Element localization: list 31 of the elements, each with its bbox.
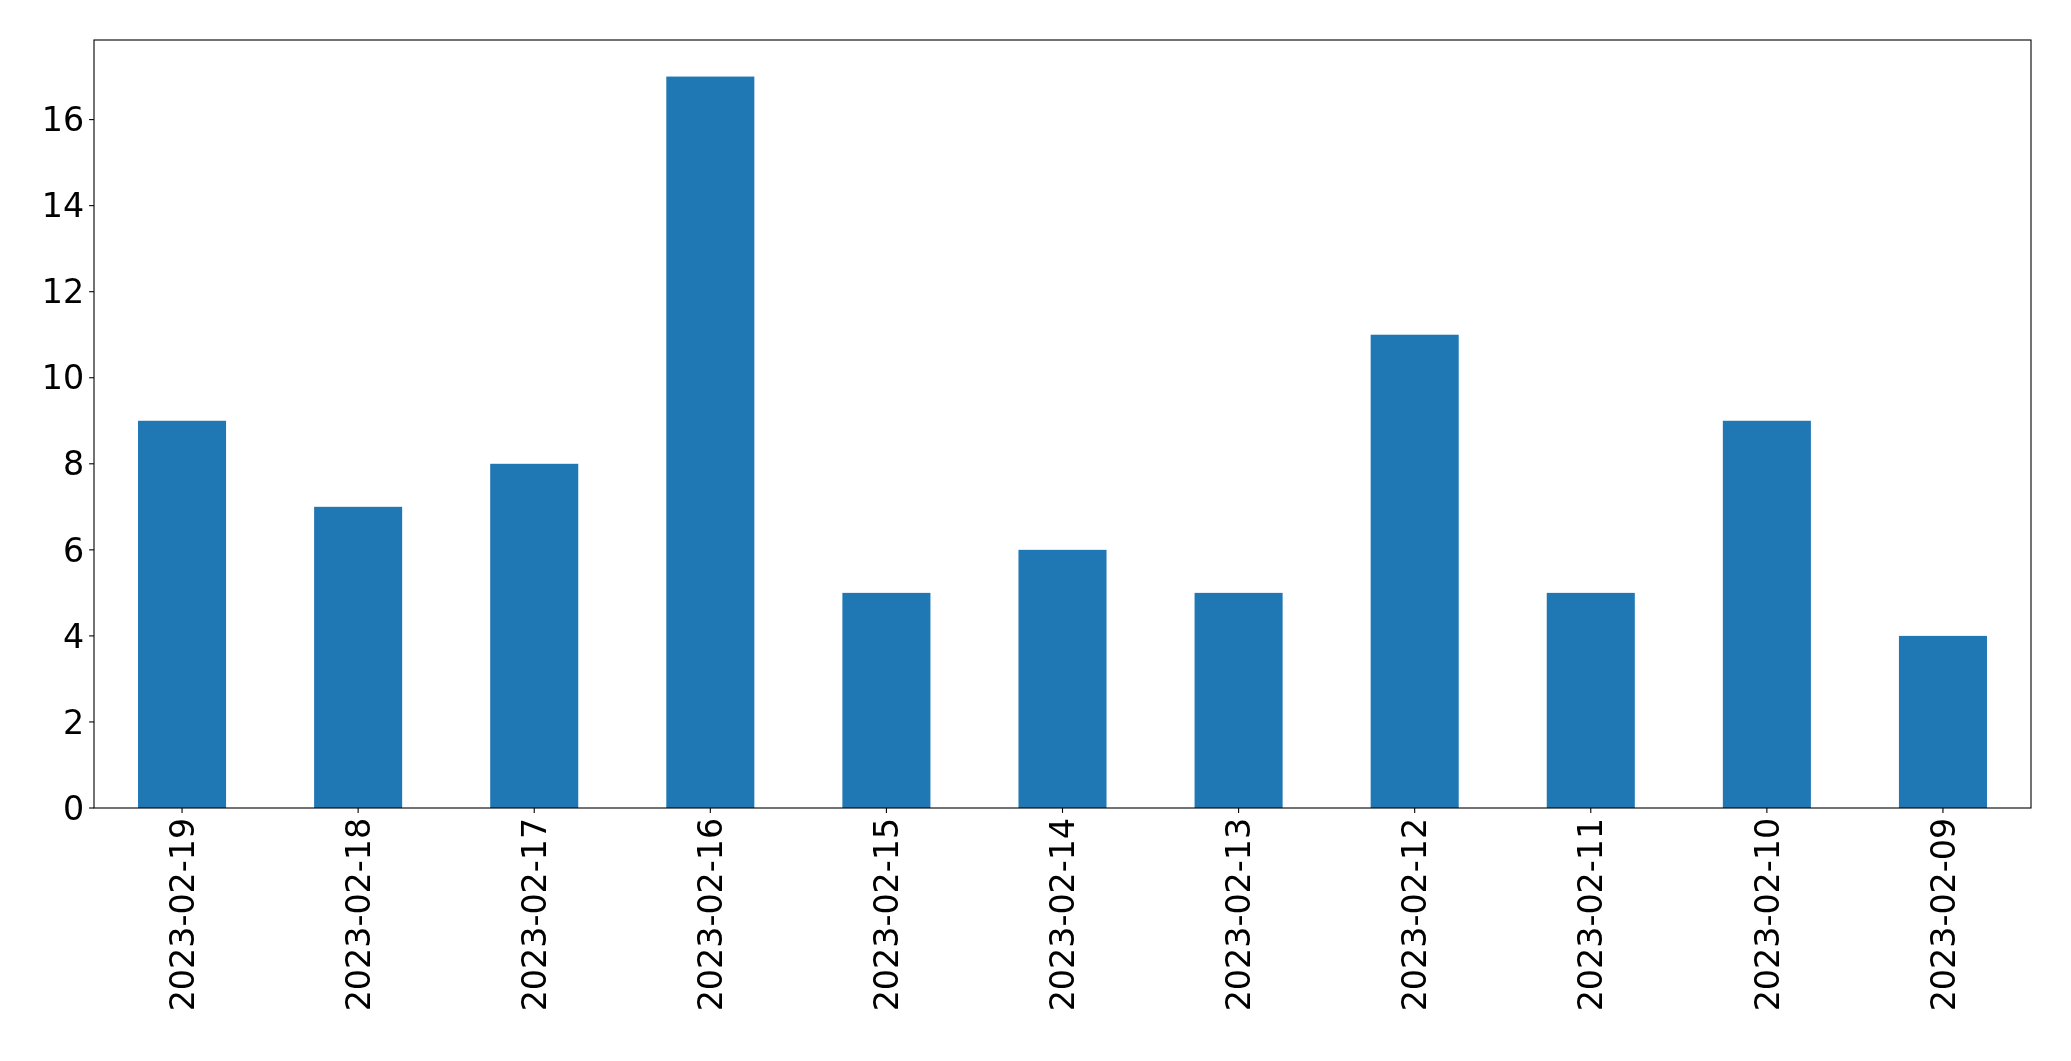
y-tick-label: 10 [41, 358, 85, 398]
bar [1194, 592, 1283, 808]
y-tick-label: 16 [41, 100, 85, 140]
y-tick-label: 2 [63, 702, 85, 742]
bar [1370, 334, 1459, 808]
x-tick-label: 2023-02-10 [1747, 817, 1787, 1012]
y-tick-label: 14 [41, 186, 85, 226]
bar [490, 463, 579, 808]
x-tick-label: 2023-02-12 [1395, 817, 1435, 1012]
x-tick-label: 2023-02-16 [690, 817, 730, 1012]
bar [842, 592, 931, 808]
y-tick-label: 4 [63, 616, 85, 656]
x-tick-label: 2023-02-11 [1571, 817, 1611, 1012]
x-tick-label: 2023-02-18 [338, 817, 378, 1012]
y-tick-label: 0 [63, 788, 85, 828]
x-tick-label: 2023-02-15 [867, 817, 907, 1012]
bar [314, 506, 403, 808]
bar [666, 76, 755, 808]
x-tick-label: 2023-02-19 [162, 817, 202, 1012]
x-tick-label: 2023-02-14 [1043, 817, 1083, 1012]
x-tick-label: 2023-02-17 [514, 817, 554, 1012]
y-tick-label: 8 [63, 444, 85, 484]
x-tick-label: 2023-02-09 [1923, 817, 1963, 1012]
bar [1546, 592, 1635, 808]
bar [138, 420, 227, 808]
y-tick-label: 6 [63, 530, 85, 570]
bar [1722, 420, 1811, 808]
x-tick-label: 2023-02-13 [1219, 817, 1259, 1012]
y-tick-label: 12 [41, 272, 85, 312]
bar [1018, 549, 1107, 808]
bar [1898, 635, 1987, 808]
